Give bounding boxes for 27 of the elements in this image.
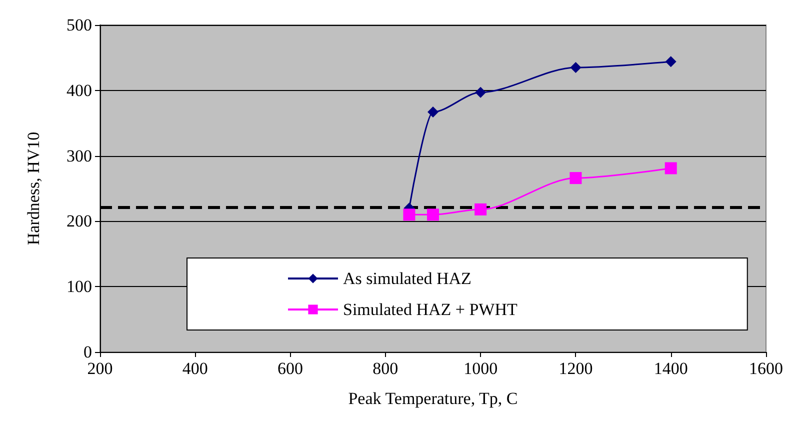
y-tick-label: 0 <box>84 342 92 362</box>
point <box>427 208 439 221</box>
x-tick-label: 400 <box>182 359 208 378</box>
point <box>570 62 582 74</box>
point <box>403 208 416 221</box>
x-tick-label: 1200 <box>558 359 593 378</box>
y-tick-label: 300 <box>66 146 92 166</box>
x-tick-label: 200 <box>87 359 113 378</box>
point <box>664 162 677 174</box>
y-tick-label: 400 <box>66 80 92 100</box>
legend-label: Simulated HAZ + PWHT <box>343 300 518 319</box>
point <box>428 106 438 118</box>
y-tick-label: 500 <box>66 16 92 34</box>
y-tick-label: 200 <box>66 212 92 231</box>
y-tick-label: 100 <box>66 277 92 296</box>
point <box>474 203 487 216</box>
x-tick-label: 1400 <box>654 359 688 378</box>
x-tick-label: 800 <box>372 359 398 378</box>
point <box>665 56 676 68</box>
legend-label: As simulated HAZ <box>343 269 472 288</box>
y-axis-title: Hardness, HV10 <box>24 132 43 246</box>
x-tick-label: 1000 <box>464 359 498 378</box>
point <box>475 86 486 98</box>
point <box>570 172 582 184</box>
x-tick-label: 600 <box>278 359 304 378</box>
x-axis-title: Peak Temperature, Tp, C <box>348 389 518 408</box>
x-tick-label: 1600 <box>749 359 783 378</box>
